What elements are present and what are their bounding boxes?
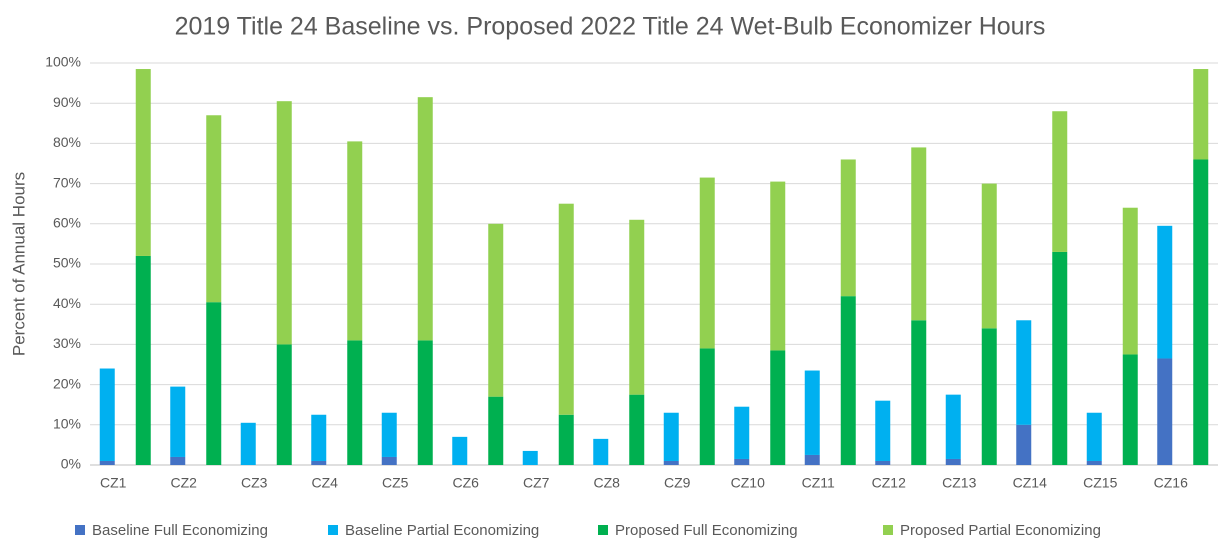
bar-segment <box>347 340 363 465</box>
y-tick-label: 30% <box>53 335 81 351</box>
legend-swatch <box>598 525 608 535</box>
x-tick-label: CZ3 <box>241 475 268 491</box>
bar-segment <box>381 456 397 465</box>
bar-segment <box>875 400 891 461</box>
bar-segment <box>452 436 468 465</box>
legend-label: Proposed Partial Economizing <box>900 522 1101 539</box>
x-tick-label: CZ1 <box>100 475 127 491</box>
bar-segment <box>1052 251 1068 465</box>
bar-segment <box>734 458 750 465</box>
y-tick-label: 40% <box>53 295 81 311</box>
y-tick-label: 50% <box>53 255 81 271</box>
x-tick-label: CZ2 <box>171 475 198 491</box>
bar-segment <box>840 159 856 297</box>
y-tick-label: 70% <box>53 174 81 190</box>
legend-swatch <box>75 525 85 535</box>
bar-segment <box>240 422 256 465</box>
bar-segment <box>1157 225 1173 359</box>
y-tick-label: 90% <box>53 94 81 110</box>
bar-segment <box>1016 424 1032 465</box>
x-tick-label: CZ15 <box>1083 475 1117 491</box>
legend-swatch <box>328 525 338 535</box>
bar-segment <box>99 460 115 465</box>
y-axis-title: Percent of Annual Hours <box>9 172 28 356</box>
y-tick-label: 60% <box>53 215 81 231</box>
bar-segment <box>629 394 645 465</box>
bar-segment <box>663 460 679 465</box>
bar-segment <box>1193 159 1209 466</box>
x-tick-label: CZ4 <box>312 475 339 491</box>
bar-segment <box>417 97 433 341</box>
bar-segment <box>135 255 151 465</box>
x-tick-label: CZ10 <box>731 475 765 491</box>
y-tick-label: 20% <box>53 375 81 391</box>
bar-segment <box>770 181 786 351</box>
y-tick-label: 80% <box>53 134 81 150</box>
bar-segment <box>276 101 292 345</box>
x-tick-label: CZ5 <box>382 475 409 491</box>
bar-segment <box>1157 358 1173 465</box>
bar-segment <box>347 141 363 341</box>
bar-segment <box>558 414 574 465</box>
bar-segment <box>981 183 997 329</box>
bar-segment <box>734 406 750 459</box>
y-tick-label: 100% <box>45 54 81 70</box>
bar-segment <box>1086 412 1102 461</box>
bar-segment <box>206 115 222 303</box>
bar-segment <box>381 412 397 457</box>
bar-segment <box>135 69 151 256</box>
x-tick-label: CZ8 <box>594 475 621 491</box>
bar-segment <box>558 203 574 415</box>
bar-segment <box>804 370 820 455</box>
y-tick-label: 0% <box>61 456 81 472</box>
x-tick-label: CZ9 <box>664 475 691 491</box>
bar-segment <box>99 368 115 461</box>
bar-segment <box>522 450 538 465</box>
bar-segment <box>1193 69 1209 160</box>
bar-segment <box>804 454 820 465</box>
bar-segment <box>875 460 891 465</box>
bar-segment <box>1122 207 1138 355</box>
chart-title: 2019 Title 24 Baseline vs. Proposed 2022… <box>175 13 1046 41</box>
bar-segment <box>276 344 292 465</box>
bar-segment <box>311 414 327 461</box>
x-tick-label: CZ14 <box>1013 475 1047 491</box>
x-tick-label: CZ11 <box>802 475 835 491</box>
bar-segment <box>770 350 786 465</box>
legend-label: Baseline Full Economizing <box>92 522 268 539</box>
bar-segment <box>488 396 504 465</box>
bar-segment <box>1052 111 1068 252</box>
y-tick-label: 10% <box>53 416 81 432</box>
bar-segment <box>1086 460 1102 465</box>
bar-segment <box>417 340 433 465</box>
x-tick-label: CZ6 <box>453 475 480 491</box>
legend-label: Baseline Partial Economizing <box>345 522 539 539</box>
bar-segment <box>699 348 715 465</box>
bar-segment <box>206 302 222 465</box>
bar-segment <box>911 320 927 465</box>
bar-segment <box>170 386 186 457</box>
bar-segment <box>629 219 645 395</box>
bar-segment <box>945 458 961 465</box>
bar-segment <box>981 328 997 465</box>
bar-segment <box>945 394 961 459</box>
bar-segment <box>699 177 715 349</box>
bar-segment <box>663 412 679 461</box>
x-tick-label: CZ13 <box>942 475 976 491</box>
bar-segment <box>488 223 504 397</box>
bar-segment <box>840 296 856 465</box>
bar-segment <box>1122 354 1138 465</box>
x-tick-label: CZ16 <box>1154 475 1188 491</box>
bar-segment <box>593 438 609 465</box>
x-tick-label: CZ7 <box>523 475 550 491</box>
bar-segment <box>1016 320 1032 425</box>
x-tick-label: CZ12 <box>872 475 906 491</box>
bar-segment <box>170 456 186 465</box>
bar-segment <box>911 147 927 321</box>
legend-swatch <box>883 525 893 535</box>
legend-label: Proposed Full Economizing <box>615 522 798 539</box>
bar-segment <box>311 460 327 465</box>
